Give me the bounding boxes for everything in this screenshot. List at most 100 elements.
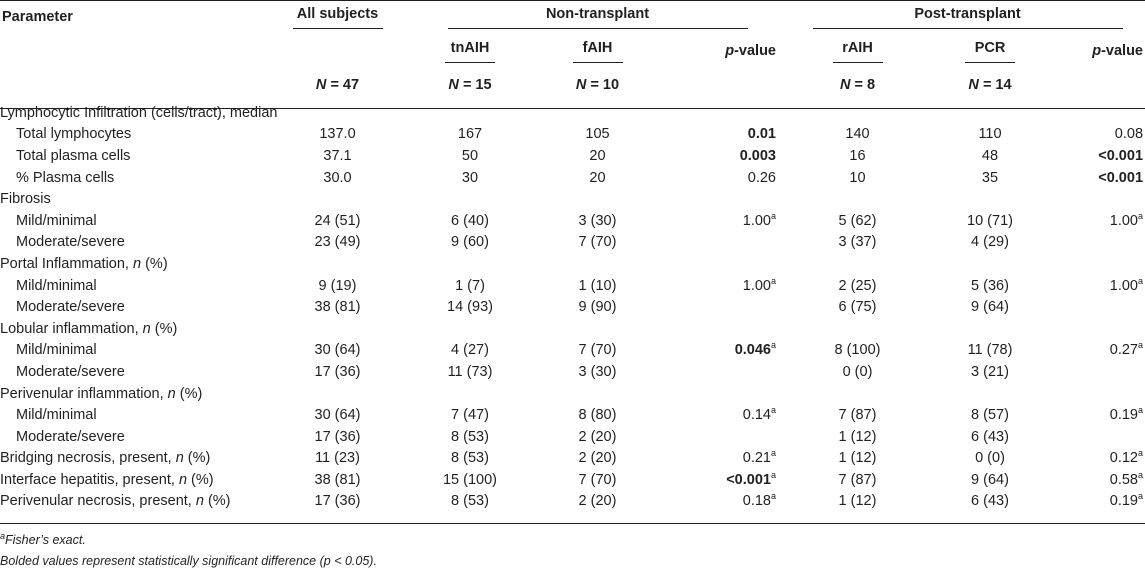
- cell-tn: 30: [405, 167, 535, 189]
- table-row: % Plasma cells 30.0 30 20 0.26 10 35 <0.001: [0, 167, 1145, 189]
- cell-f: 2 (20): [535, 426, 660, 448]
- header-parameter: Parameter: [2, 9, 73, 25]
- row-label: Portal Inflammation, n (%): [0, 255, 168, 272]
- table-row: Total plasma cells 37.1 50 20 0.003 16 48 <0.00…: [0, 145, 1145, 167]
- value-f: 7 (70): [578, 342, 617, 359]
- table-row: Bridging necrosis, present, n (%) 11 (23)…: [0, 448, 1145, 470]
- cell-pcr: 35: [925, 167, 1055, 189]
- cell-tn: 8 (53): [405, 491, 535, 513]
- cell-all: 17 (36): [270, 491, 405, 513]
- value-pcr: 9 (64): [971, 299, 1009, 316]
- footnote-mark: a: [770, 210, 776, 221]
- empty-cell: [790, 318, 925, 340]
- value-p1: 0.18: [742, 493, 771, 510]
- cell-pcr: 4 (29): [925, 232, 1055, 254]
- cell-tn: 4 (27): [405, 340, 535, 362]
- header-n-fAIH: N = 10: [575, 77, 620, 93]
- empty-cell: [405, 188, 535, 210]
- cell-pcr: 3 (21): [925, 361, 1055, 383]
- cell-pcr: 10 (71): [925, 210, 1055, 232]
- cell-all: 11 (23): [270, 448, 405, 470]
- cell-r: 5 (62): [790, 210, 925, 232]
- table-row: Mild/minimal 9 (19) 1 (7) 1 (10) 1.00a 2 (25)…: [0, 275, 1145, 297]
- value-pcr: 6 (43): [971, 428, 1009, 445]
- value-tn: 9 (60): [451, 234, 489, 251]
- value-f: 3 (30): [578, 212, 617, 229]
- cell-p2: <0.001: [1055, 145, 1145, 167]
- header-n-tnAIH: N = 15: [448, 77, 492, 93]
- empty-cell: [660, 318, 790, 340]
- footnote-mark: a: [770, 448, 776, 459]
- table-head: Parameter All subjects Non-transplant Po…: [0, 0, 1145, 102]
- section-row: Perivenular inflammation, n (%): [0, 383, 1145, 405]
- cell-all: 38 (81): [270, 469, 405, 491]
- cell-r: 1 (12): [790, 491, 925, 513]
- cell-p1: [660, 296, 790, 318]
- row-label: Total lymphocytes: [16, 126, 132, 143]
- value-r: 7 (87): [838, 407, 877, 424]
- table-row: Perivenular necrosis, present, n (%) 17 (…: [0, 491, 1145, 513]
- cell-tn: 9 (60): [405, 232, 535, 254]
- footnote-mark: a: [1138, 448, 1144, 459]
- cell-tn: 14 (93): [405, 296, 535, 318]
- value-all: 17 (36): [314, 363, 361, 380]
- value-all: 17 (36): [314, 428, 361, 445]
- cell-f: 3 (30): [535, 210, 660, 232]
- cell-p2: [1055, 361, 1145, 383]
- cell-p2: 0.08: [1055, 124, 1145, 146]
- value-tn: 8 (53): [451, 493, 489, 510]
- value-pcr: 110: [978, 126, 1002, 143]
- cell-tn: 8 (53): [405, 448, 535, 470]
- empty-cell: [925, 318, 1055, 340]
- table-row: Mild/minimal 24 (51) 6 (40) 3 (30) 1.00a 5 (6…: [0, 210, 1145, 232]
- table-row: Total lymphocytes 137.0 167 105 0.01 140 110 0.…: [0, 124, 1145, 146]
- empty-cell: [405, 318, 535, 340]
- value-tn: 7 (47): [451, 407, 489, 424]
- value-tn: 8 (53): [451, 428, 489, 445]
- empty-cell: [1055, 318, 1145, 340]
- cell-p2: 0.12a: [1055, 448, 1145, 470]
- empty-cell: [790, 253, 925, 275]
- value-all: 30 (64): [314, 342, 361, 359]
- table-row: Moderate/severe 38 (81) 14 (93) 9 (90) 6 (75…: [0, 296, 1145, 318]
- cell-f: 3 (30): [535, 361, 660, 383]
- table-row: Mild/minimal 30 (64) 7 (47) 8 (80) 0.14a 7 (8…: [0, 404, 1145, 426]
- value-all: 30 (64): [314, 407, 361, 424]
- cell-f: 105: [535, 124, 660, 146]
- value-all: 30.0: [323, 169, 352, 186]
- header-non-transplant: Non-transplant: [405, 0, 790, 34]
- cell-p2: [1055, 296, 1145, 318]
- value-f: 8 (80): [578, 407, 617, 424]
- value-f: 2 (20): [578, 450, 617, 467]
- cell-p1: 0.14a: [660, 404, 790, 426]
- value-pcr: 8 (57): [971, 407, 1009, 424]
- empty-cell: [925, 253, 1055, 275]
- table-row: Interface hepatitis, present, n (%) 38 (8…: [0, 469, 1145, 491]
- value-r: 140: [845, 126, 870, 143]
- empty-cell: [1055, 253, 1145, 275]
- cell-f: 20: [535, 145, 660, 167]
- value-f: 7 (70): [578, 471, 617, 488]
- value-tn: 4 (27): [451, 342, 489, 359]
- cell-f: 2 (20): [535, 448, 660, 470]
- value-p1: 0.21: [742, 450, 771, 467]
- section-row: Fibrosis: [0, 188, 1145, 210]
- cell-p2: [1055, 426, 1145, 448]
- value-pcr: 48: [981, 147, 999, 164]
- row-label: Moderate/severe: [16, 299, 125, 316]
- value-r: 7 (87): [838, 471, 877, 488]
- value-p1: 0.14: [742, 407, 771, 424]
- cell-tn: 6 (40): [405, 210, 535, 232]
- value-all: 23 (49): [314, 234, 361, 251]
- cell-r: 10: [790, 167, 925, 189]
- table-row: Moderate/severe 17 (36) 11 (73) 3 (30) 0 (0)…: [0, 361, 1145, 383]
- value-f: 2 (20): [578, 428, 617, 445]
- footnote-bold-note: Bolded values represent statistically si…: [0, 554, 377, 568]
- value-tn: 15 (100): [442, 471, 497, 488]
- cell-p2: 1.00a: [1055, 275, 1145, 297]
- value-r: 8 (100): [834, 342, 881, 359]
- cell-r: 140: [790, 124, 925, 146]
- footnote-mark: a: [770, 491, 776, 502]
- empty-cell: [535, 318, 660, 340]
- header-n-rAIH: N = 8: [839, 77, 876, 93]
